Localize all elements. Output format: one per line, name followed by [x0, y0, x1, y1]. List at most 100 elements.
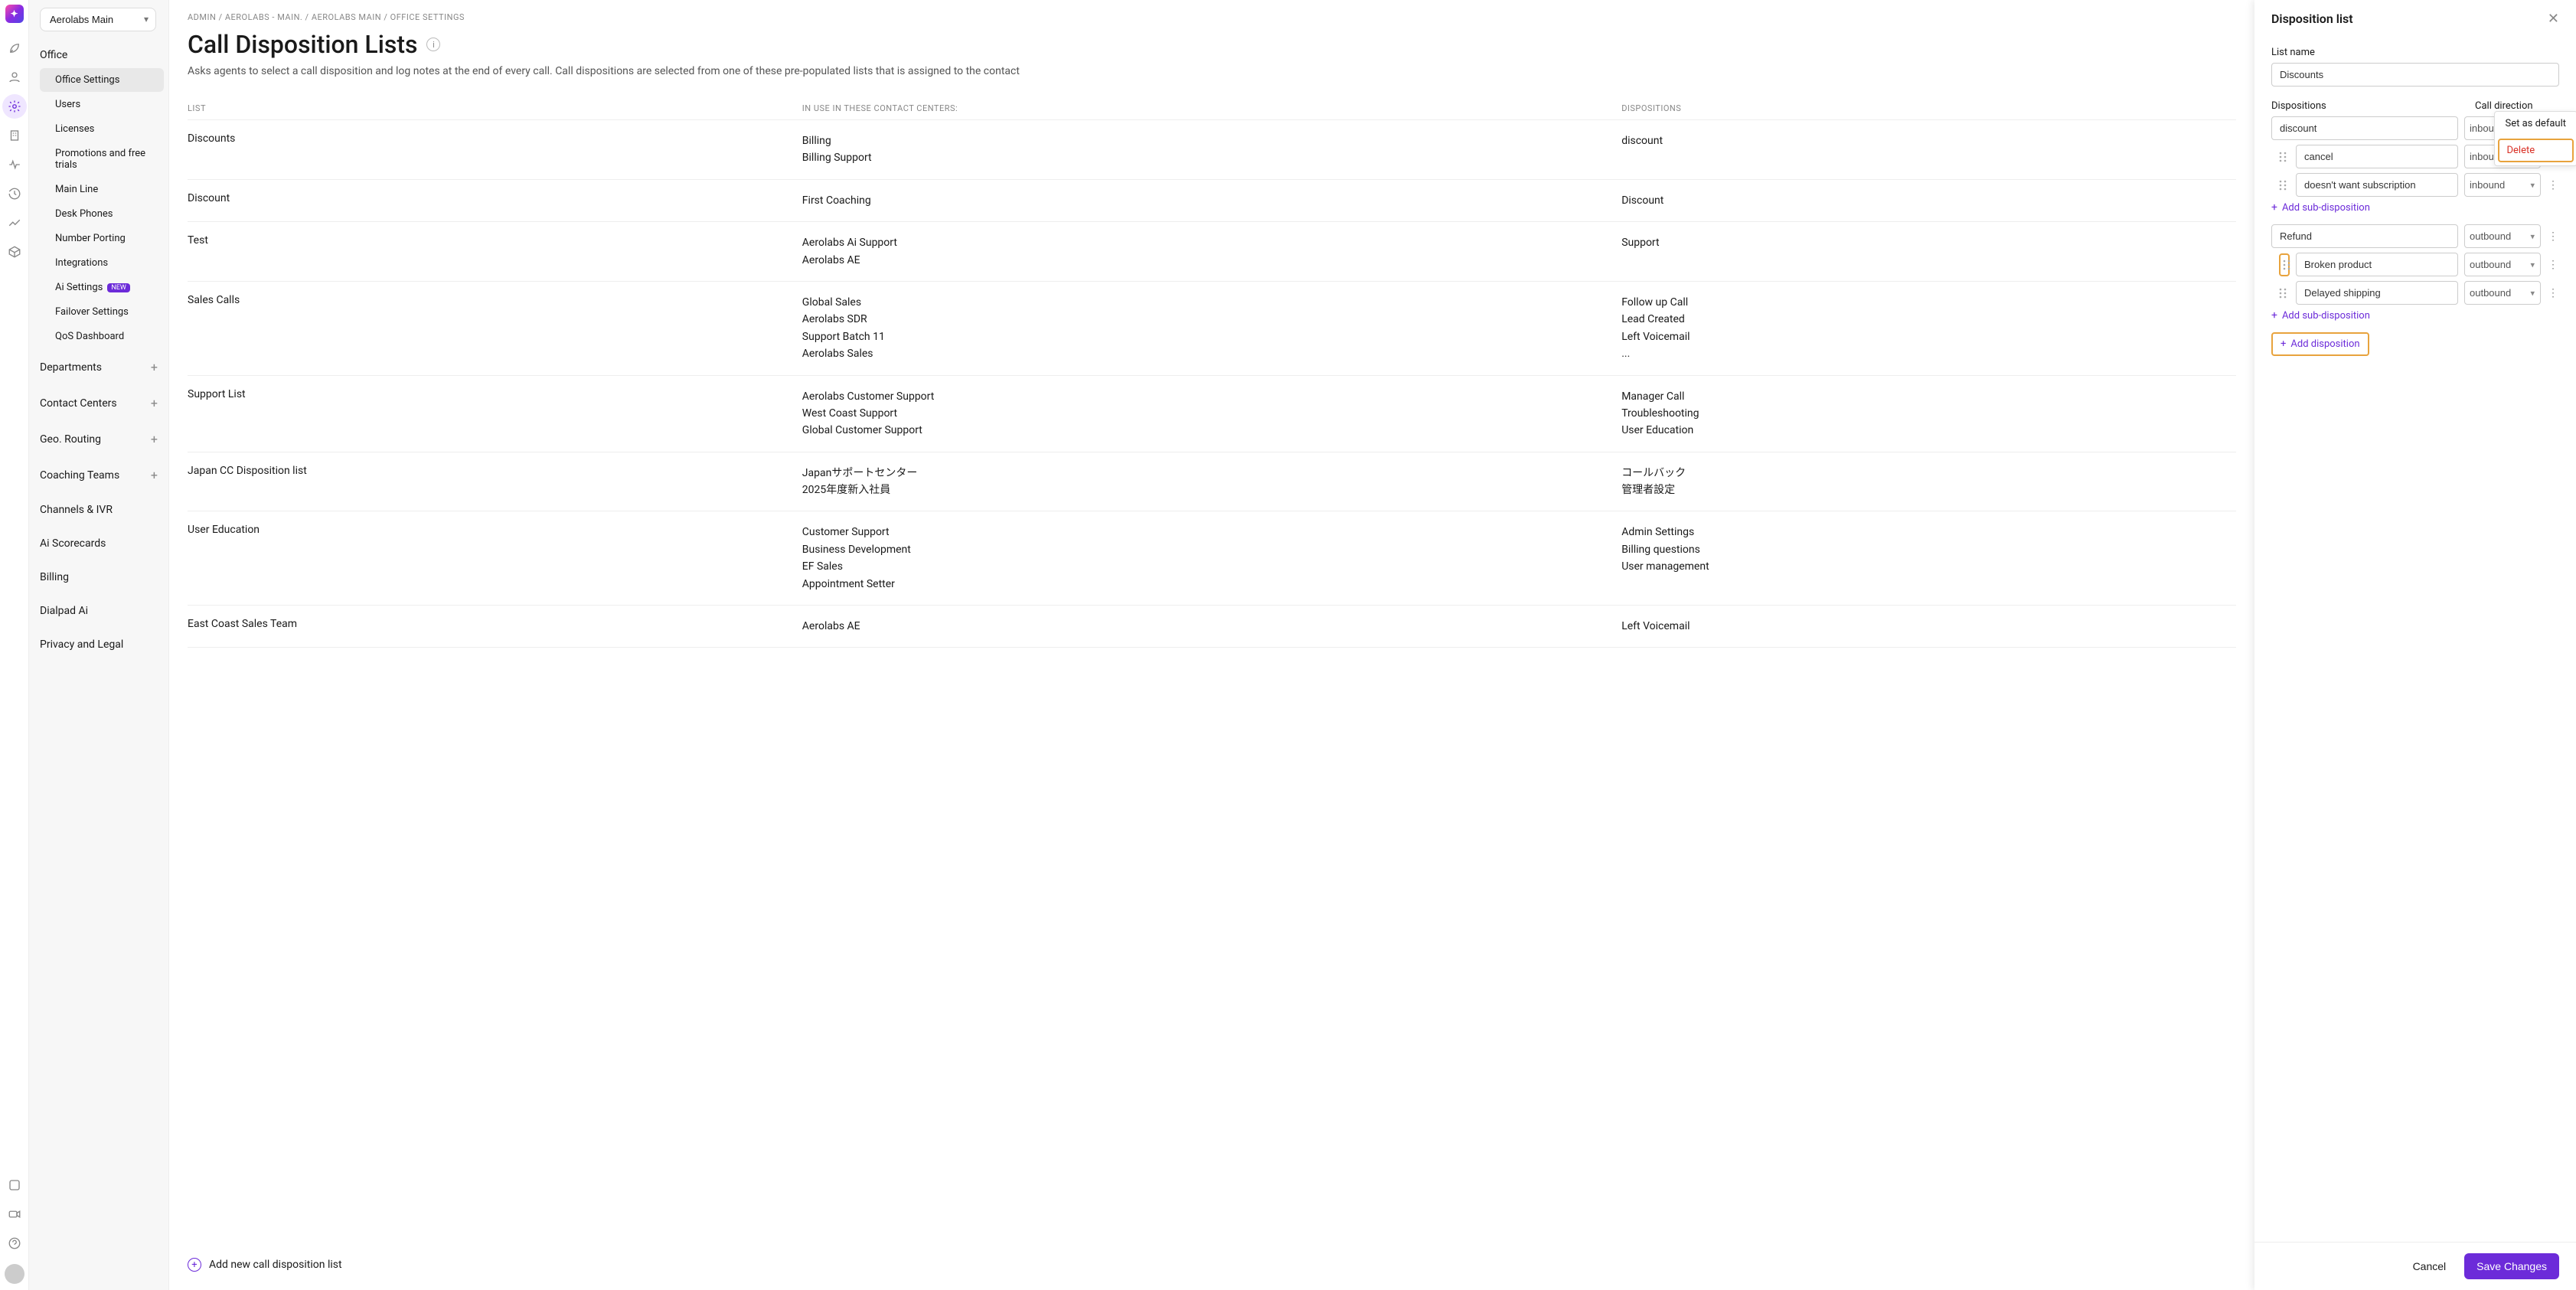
office-group[interactable]: Office — [29, 38, 168, 67]
sidebar-item-label: Licenses — [55, 123, 94, 135]
drag-handle-icon[interactable] — [2279, 253, 2290, 276]
sidebar-item-promotions-and-free-trials[interactable]: Promotions and free trials — [40, 142, 164, 177]
add-disposition-button[interactable]: + Add disposition — [2271, 332, 2369, 356]
sidebar-expand-label: Coaching Teams — [40, 469, 119, 482]
direction-select[interactable]: outbound — [2464, 224, 2541, 248]
cancel-button[interactable]: Cancel — [2402, 1253, 2457, 1279]
disposition-input[interactable] — [2296, 145, 2458, 168]
crumb-org[interactable]: AEROLABS - MAIN. — [225, 12, 302, 22]
drag-handle-icon[interactable] — [2279, 288, 2290, 299]
drag-handle-icon[interactable] — [2279, 152, 2290, 162]
direction-select[interactable]: outbound — [2464, 253, 2541, 276]
kebab-icon[interactable]: ⋮ — [2547, 287, 2559, 299]
table-row[interactable]: Japan CC Disposition listJapanサポートセンター20… — [188, 452, 2236, 512]
crumb-current: OFFICE SETTINGS — [390, 12, 465, 22]
menu-set-default[interactable]: Set as default — [2495, 112, 2576, 136]
disposition-input[interactable] — [2296, 253, 2458, 276]
close-icon[interactable]: ✕ — [2548, 11, 2559, 27]
sidebar-expand-label: Geo. Routing — [40, 433, 101, 446]
list-name-input[interactable] — [2271, 63, 2559, 87]
kebab-icon[interactable]: ⋮ — [2547, 230, 2559, 243]
sidebar-item-label: Promotions and free trials — [55, 148, 155, 171]
sidebar-link-privacy-and-legal[interactable]: Privacy and Legal — [29, 628, 168, 661]
sub-disposition-row: inbound ⋮ — [2271, 173, 2559, 197]
sidebar-item-office-settings[interactable]: Office Settings — [40, 68, 164, 92]
sidebar-item-label: Ai Settings — [55, 282, 103, 293]
sidebar-item-failover-settings[interactable]: Failover Settings — [40, 300, 164, 324]
sidebar-expand-contact-centers[interactable]: Contact Centers+ — [29, 385, 168, 421]
cell-list: Japan CC Disposition list — [188, 465, 802, 477]
sidebar-item-main-line[interactable]: Main Line — [40, 178, 164, 201]
cell-centers: Aerolabs Customer SupportWest Coast Supp… — [802, 388, 1621, 439]
table-row[interactable]: Sales CallsGlobal SalesAerolabs SDRSuppo… — [188, 282, 2236, 376]
sidebar-item-integrations[interactable]: Integrations — [40, 251, 164, 275]
add-list-button[interactable]: + Add new call disposition list — [169, 1246, 2254, 1290]
direction-select[interactable]: outbound — [2464, 281, 2541, 305]
help-icon[interactable] — [2, 1231, 27, 1256]
cell-list: User Education — [188, 524, 802, 536]
sidebar-expand-label: Departments — [40, 361, 102, 374]
cell-dispositions: Follow up CallLead CreatedLeft Voicemail… — [1621, 294, 2236, 363]
disposition-input[interactable] — [2296, 281, 2458, 305]
ai-icon[interactable] — [2, 1173, 27, 1197]
sidebar-link-dialpad-ai[interactable]: Dialpad Ai — [29, 594, 168, 628]
package-icon[interactable] — [2, 240, 27, 264]
breadcrumb: ADMIN / AEROLABS - MAIN. / AEROLABS MAIN… — [169, 0, 2254, 30]
history-icon[interactable] — [2, 181, 27, 206]
sidebar-item-licenses[interactable]: Licenses — [40, 117, 164, 141]
add-sub-disposition-button[interactable]: +Add sub-disposition — [2271, 309, 2559, 322]
sidebar-expand-coaching-teams[interactable]: Coaching Teams+ — [29, 457, 168, 493]
menu-delete[interactable]: Delete — [2498, 139, 2574, 162]
sidebar-item-users[interactable]: Users — [40, 93, 164, 116]
kebab-icon[interactable]: ⋮ — [2547, 179, 2559, 191]
cell-centers: Customer SupportBusiness DevelopmentEF S… — [802, 524, 1621, 593]
office-selector[interactable]: Aerolabs Main — [40, 8, 156, 31]
row-menu: Set as default Delete — [2494, 111, 2576, 166]
direction-select[interactable]: inbound — [2464, 173, 2541, 197]
disposition-input[interactable] — [2271, 116, 2458, 140]
sidebar-item-qos-dashboard[interactable]: QoS Dashboard — [40, 325, 164, 348]
plus-icon: + — [151, 360, 158, 374]
plus-icon: + — [151, 396, 158, 410]
table-row[interactable]: TestAerolabs Ai SupportAerolabs AESuppor… — [188, 222, 2236, 282]
sidebar-item-number-porting[interactable]: Number Porting — [40, 227, 164, 250]
sidebar-link-channels-ivr[interactable]: Channels & IVR — [29, 493, 168, 527]
building-icon[interactable] — [2, 123, 27, 148]
rocket-icon[interactable] — [2, 36, 27, 60]
save-button[interactable]: Save Changes — [2464, 1253, 2559, 1279]
plus-icon: + — [151, 432, 158, 446]
avatar[interactable] — [5, 1264, 24, 1284]
settings-icon[interactable] — [2, 94, 27, 119]
table-row[interactable]: Support ListAerolabs Customer SupportWes… — [188, 376, 2236, 452]
table-row[interactable]: DiscountsBillingBilling Supportdiscount — [188, 120, 2236, 180]
table-row[interactable]: DiscountFirst CoachingDiscount — [188, 180, 2236, 222]
cell-dispositions: Admin SettingsBilling questionsUser mana… — [1621, 524, 2236, 575]
sidebar-link-ai-scorecards[interactable]: Ai Scorecards — [29, 527, 168, 560]
sidebar-item-desk-phones[interactable]: Desk Phones — [40, 202, 164, 226]
table-row[interactable]: User EducationCustomer SupportBusiness D… — [188, 511, 2236, 606]
cell-list: Sales Calls — [188, 294, 802, 306]
add-sub-disposition-button[interactable]: +Add sub-disposition — [2271, 201, 2559, 214]
app-logo[interactable]: ✦ — [5, 5, 24, 23]
sub-disposition-row: outbound ⋮ — [2271, 281, 2559, 305]
sidebar-expand-departments[interactable]: Departments + — [29, 349, 168, 385]
sub-disposition-row: outbound ⋮ — [2271, 253, 2559, 276]
kebab-icon[interactable]: ⋮ — [2547, 259, 2559, 271]
crumb-admin[interactable]: ADMIN — [188, 12, 216, 22]
disposition-input[interactable] — [2271, 224, 2458, 248]
cell-centers: Global SalesAerolabs SDRSupport Batch 11… — [802, 294, 1621, 363]
cell-centers: Aerolabs AE — [802, 618, 1621, 635]
drag-handle-icon[interactable] — [2279, 180, 2290, 191]
crumb-office[interactable]: AEROLABS MAIN — [312, 12, 381, 22]
info-icon[interactable]: i — [426, 38, 440, 51]
video-icon[interactable] — [2, 1202, 27, 1226]
sidebar-link-billing[interactable]: Billing — [29, 560, 168, 594]
disposition-input[interactable] — [2296, 173, 2458, 197]
trend-icon[interactable] — [2, 211, 27, 235]
users-icon[interactable] — [2, 65, 27, 90]
sidebar-expand-geo-routing[interactable]: Geo. Routing + — [29, 421, 168, 457]
sidebar-item-ai-settings[interactable]: Ai SettingsNEW — [40, 276, 164, 299]
sidebar-item-label: Failover Settings — [55, 306, 129, 318]
pulse-icon[interactable] — [2, 152, 27, 177]
table-row[interactable]: East Coast Sales TeamAerolabs AELeft Voi… — [188, 606, 2236, 648]
